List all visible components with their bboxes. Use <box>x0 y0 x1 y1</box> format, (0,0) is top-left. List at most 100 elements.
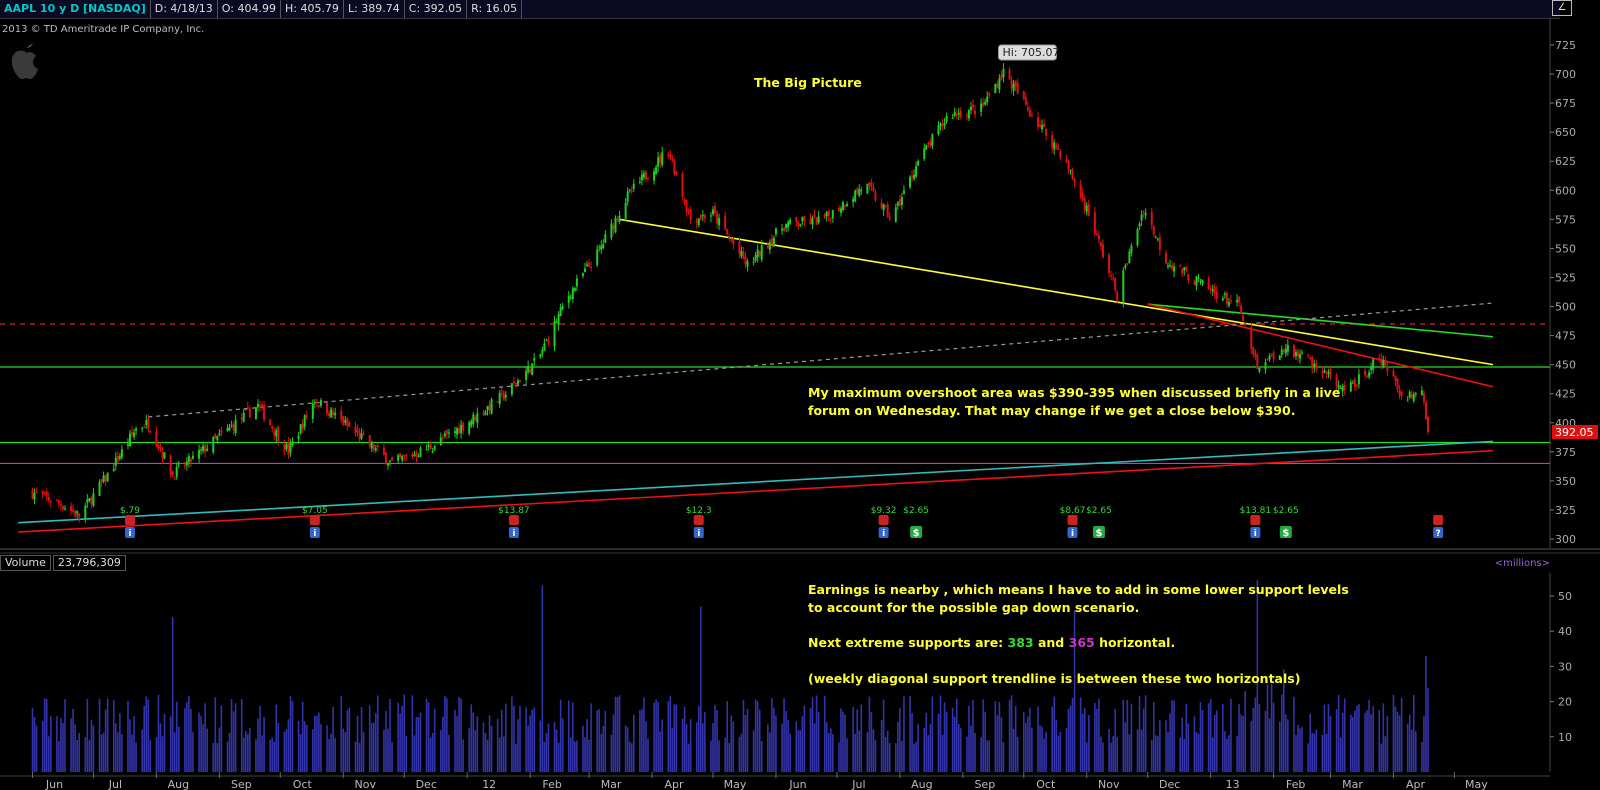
candlestick-body <box>1378 357 1381 359</box>
volume-bar <box>1079 697 1082 772</box>
y-tick-label: 675 <box>1555 97 1576 110</box>
candlestick-body <box>1010 80 1013 89</box>
candlestick-body <box>297 435 300 440</box>
candlestick-body <box>189 459 192 462</box>
candlestick-body <box>240 417 243 420</box>
candlestick-body <box>829 219 832 221</box>
candlestick-body <box>870 182 873 188</box>
volume-bar <box>982 699 984 772</box>
candlestick-body <box>1227 302 1230 306</box>
symbol-label[interactable]: AAPL 10 y D [NASDAQ] <box>0 0 151 18</box>
event-value-label: $7.05 <box>302 506 328 516</box>
volume-bar <box>533 707 536 772</box>
candlestick-body <box>171 471 174 476</box>
volume-bar <box>685 723 688 772</box>
volume-bar <box>572 702 574 772</box>
volume-bar <box>1236 736 1238 772</box>
candlestick-body <box>614 217 617 233</box>
candlestick-body <box>439 437 442 445</box>
volume-bar <box>559 699 562 772</box>
candlestick-body <box>1223 293 1226 296</box>
candlestick-body <box>1382 360 1385 367</box>
volume-bar <box>121 734 123 772</box>
volume-bar <box>104 709 107 772</box>
volume-bar <box>955 698 958 772</box>
candlestick-body <box>687 210 690 212</box>
candlestick-body <box>126 444 129 446</box>
volume-bar <box>277 722 280 772</box>
candlestick-body <box>768 241 771 250</box>
volume-bar <box>728 743 731 772</box>
dividend-icon-glyph: $ <box>913 528 920 539</box>
candlestick-body <box>1221 298 1224 301</box>
volume-bar <box>988 740 991 772</box>
volume-bar <box>405 735 408 772</box>
candlestick-body <box>746 261 749 267</box>
candlestick-body <box>419 447 422 457</box>
volume-bar <box>569 737 572 772</box>
candlestick-body <box>1026 107 1029 110</box>
volume-bar <box>984 711 986 772</box>
volume-bar <box>401 705 403 772</box>
candlestick-body <box>88 498 91 501</box>
volume-bar <box>911 713 913 772</box>
candlestick-body <box>724 215 727 230</box>
candlestick-body <box>896 202 899 206</box>
candlestick-body <box>1140 214 1143 221</box>
candlestick-body <box>1207 278 1210 289</box>
volume-bar <box>1230 698 1232 772</box>
candlestick-body <box>1337 385 1340 389</box>
candlestick-body <box>1095 233 1098 235</box>
candlestick-body <box>1166 265 1169 267</box>
candlestick-body <box>468 422 471 434</box>
candlestick-body <box>413 454 416 457</box>
volume-bar <box>787 719 789 772</box>
volume-bar <box>131 734 133 772</box>
candlestick-body <box>571 288 574 300</box>
earnings-phone-icon <box>878 515 889 525</box>
candlestick-body <box>1296 350 1299 357</box>
volume-bar <box>681 718 684 772</box>
candlestick-body <box>340 411 343 420</box>
volume-bar <box>372 722 375 772</box>
volume-bar <box>106 698 109 772</box>
volume-bar <box>610 734 613 772</box>
candlestick-body <box>313 402 316 404</box>
volume-bar <box>232 711 235 772</box>
drawing-tool-icon[interactable]: ∠ <box>1552 0 1572 16</box>
candlestick-body <box>618 215 621 223</box>
candlestick-body <box>846 203 849 206</box>
x-tick-label: Jun <box>45 778 63 790</box>
low-label: L: 389.74 <box>344 0 405 18</box>
candlestick-body <box>285 444 288 449</box>
candlestick-body <box>1195 276 1198 286</box>
volume-bar <box>305 724 308 772</box>
volume-bar <box>547 723 550 772</box>
volume-bar <box>190 708 192 772</box>
volume-bar <box>588 739 590 772</box>
volume-bar <box>1116 736 1119 772</box>
volume-bar <box>1272 702 1275 772</box>
volume-bar <box>1211 737 1214 772</box>
event-value-label: $13.87 <box>498 506 530 516</box>
copyright-text: 2013 © TD Ameritrade IP Company, Inc. <box>2 24 205 35</box>
x-tick-label: Feb <box>1286 778 1305 790</box>
candlestick-body <box>525 371 528 380</box>
candlestick-body <box>1045 128 1048 136</box>
volume-bar <box>602 725 605 772</box>
earnings-info-glyph: ? <box>1436 529 1441 539</box>
candlestick-body <box>1150 212 1153 225</box>
candlestick-body <box>766 245 769 249</box>
candlestick-body <box>1412 394 1415 401</box>
candlestick-body <box>726 229 729 235</box>
candlestick-body <box>1357 374 1360 385</box>
y-tick-label: 425 <box>1555 388 1576 401</box>
candlestick-body <box>1083 198 1086 211</box>
candlestick-body <box>458 427 461 434</box>
volume-bar <box>951 707 954 772</box>
volume-bar <box>1408 714 1411 772</box>
candlestick-body <box>1341 386 1344 392</box>
volume-bar <box>1406 723 1409 772</box>
candlestick-body <box>1067 161 1070 170</box>
